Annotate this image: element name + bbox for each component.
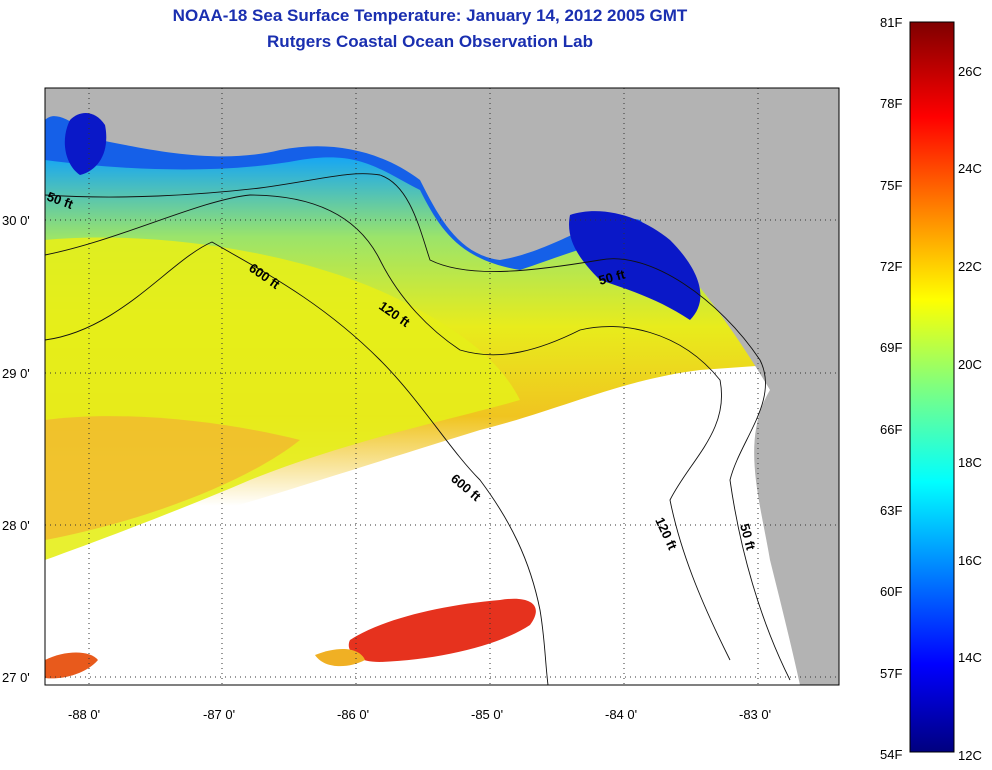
- colorbar-c-label: 26C: [958, 64, 982, 79]
- colorbar-f-label: 69F: [880, 340, 902, 355]
- colorbar-c-label: 22C: [958, 259, 982, 274]
- colorbar-f-label: 63F: [880, 503, 902, 518]
- gulf-stream-warm-patch: [348, 598, 536, 662]
- contour-label: 50 ft: [597, 266, 627, 288]
- lat-label: 30 0': [2, 213, 30, 228]
- colorbar-f-label: 78F: [880, 96, 902, 111]
- colorbar-f-label: 66F: [880, 422, 902, 437]
- map-frame: [44, 87, 840, 686]
- depth-contours: [45, 173, 791, 685]
- colorbar-f-label: 75F: [880, 178, 902, 193]
- lon-label: -84 0': [605, 707, 637, 722]
- lon-label: -85 0': [471, 707, 503, 722]
- lat-label: 27 0': [2, 670, 30, 685]
- colorbar-f-label: 81F: [880, 15, 902, 30]
- map-title: NOAA-18 Sea Surface Temperature: January…: [172, 6, 688, 25]
- lon-label: -86 0': [337, 707, 369, 722]
- colorbar-c-label: 20C: [958, 357, 982, 372]
- colorbar-c-label: 12C: [958, 748, 982, 763]
- colorbar-f-label: 57F: [880, 666, 902, 681]
- colorbar-f-label: 72F: [880, 259, 902, 274]
- lat-label: 29 0': [2, 366, 30, 381]
- lat-label: 28 0': [2, 518, 30, 533]
- longitude-labels: -88 0' -87 0' -86 0' -85 0' -84 0' -83 0…: [68, 707, 771, 722]
- lon-label: -87 0': [203, 707, 235, 722]
- colorbar-c-label: 24C: [958, 161, 982, 176]
- colorbar-c-label: 14C: [958, 650, 982, 665]
- land: [45, 88, 839, 685]
- cloud-cover: [45, 360, 839, 685]
- colorbar-c-label: 16C: [958, 553, 982, 568]
- contour-label: 50 ft: [737, 522, 759, 552]
- lon-label: -88 0': [68, 707, 100, 722]
- colorbar-fahrenheit-labels: 81F 78F 75F 72F 69F 66F 63F 60F 57F 54F: [880, 15, 902, 762]
- colorbar-celsius-labels: 26C 24C 22C 20C 18C 16C 14C 12C: [958, 64, 982, 763]
- colorbar-c-label: 18C: [958, 455, 982, 470]
- colorbar: [909, 21, 955, 753]
- colorbar-f-label: 60F: [880, 584, 902, 599]
- lon-label: -83 0': [739, 707, 771, 722]
- warmer-water-region: [45, 416, 300, 540]
- latitude-labels: 30 0' 29 0' 28 0' 27 0': [2, 213, 30, 685]
- map-subtitle: Rutgers Coastal Ocean Observation Lab: [267, 32, 593, 51]
- colorbar-f-label: 54F: [880, 747, 902, 762]
